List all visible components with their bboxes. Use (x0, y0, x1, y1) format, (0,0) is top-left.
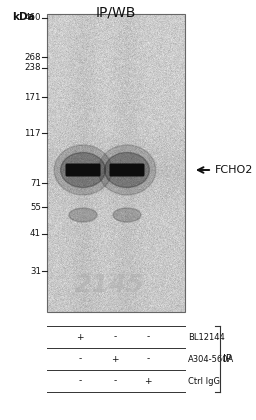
Text: -: - (146, 354, 150, 363)
Text: 238: 238 (25, 63, 41, 73)
Ellipse shape (98, 145, 156, 195)
Ellipse shape (61, 152, 105, 187)
Text: kDa: kDa (12, 12, 35, 22)
Text: 41: 41 (30, 229, 41, 239)
Bar (47, 14, 185, 312)
Text: -: - (113, 376, 117, 386)
Text: 55: 55 (30, 202, 41, 212)
Text: +: + (144, 376, 152, 386)
Text: 460: 460 (25, 13, 41, 23)
Text: 171: 171 (25, 92, 41, 102)
Text: A304-560A: A304-560A (188, 354, 234, 363)
Text: Ctrl IgG: Ctrl IgG (188, 376, 220, 386)
Text: -: - (78, 376, 82, 386)
Text: -: - (113, 333, 117, 341)
Text: 71: 71 (30, 178, 41, 187)
Text: -: - (146, 333, 150, 341)
Text: 268: 268 (25, 52, 41, 61)
Text: 117: 117 (25, 129, 41, 137)
Text: +: + (76, 333, 84, 341)
Ellipse shape (113, 208, 141, 222)
Ellipse shape (54, 145, 112, 195)
Ellipse shape (69, 208, 97, 222)
Text: 2145: 2145 (75, 273, 145, 297)
FancyBboxPatch shape (66, 163, 101, 176)
Ellipse shape (105, 152, 150, 187)
Text: BL12144: BL12144 (188, 333, 225, 341)
Text: FCHO2: FCHO2 (215, 165, 253, 175)
Text: IP/WB: IP/WB (96, 5, 136, 19)
Text: IP: IP (223, 354, 232, 364)
Text: 31: 31 (30, 267, 41, 276)
Text: +: + (111, 354, 119, 363)
Text: -: - (78, 354, 82, 363)
FancyBboxPatch shape (110, 163, 144, 176)
